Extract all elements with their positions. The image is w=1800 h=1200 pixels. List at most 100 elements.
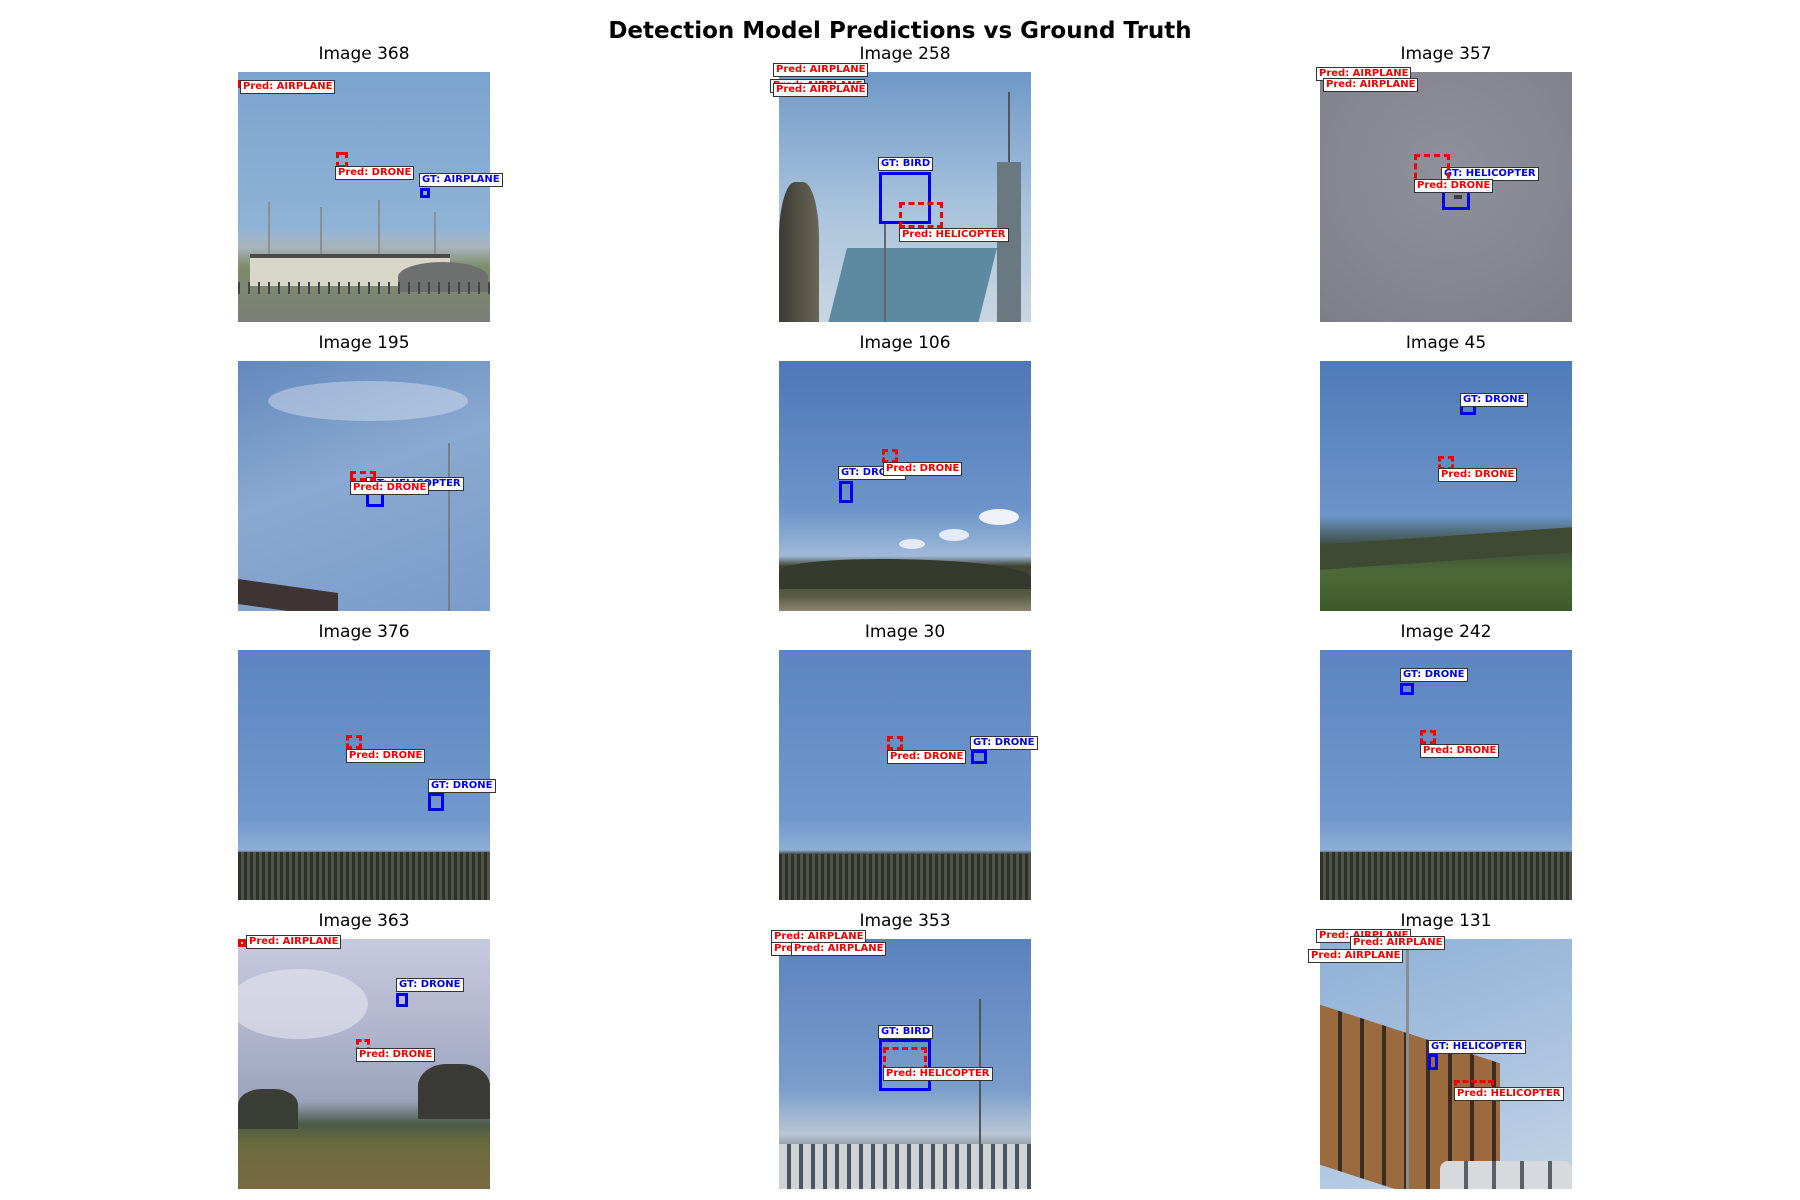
pred-label: Pred: DRONE: [887, 750, 967, 764]
pred-box: [882, 449, 898, 463]
treeline: [779, 559, 1031, 589]
treeline: [238, 852, 490, 900]
panel-title: Image 376: [318, 622, 410, 642]
roof: [238, 578, 338, 611]
cloud: [939, 529, 969, 541]
mast: [979, 999, 981, 1189]
panel-title: Image 368: [318, 44, 410, 64]
panel-title: Image 353: [859, 911, 951, 931]
helicopter-speck: [1454, 195, 1462, 199]
scene-background: [238, 72, 490, 322]
pred-label: Pred: HELICOPTER: [1454, 1087, 1564, 1101]
light-pole: [320, 207, 322, 257]
cloud: [268, 381, 468, 421]
light-pole: [378, 200, 380, 258]
gt-label: GT: BIRD: [878, 157, 934, 171]
cloud: [238, 969, 368, 1039]
scene-background: [1320, 361, 1572, 611]
antenna: [448, 443, 450, 611]
gt-box: [428, 793, 444, 811]
gt-box: [1400, 683, 1414, 695]
pred-label: Pred: AIRPLANE: [1323, 78, 1419, 92]
gt-label: GT: DRONE: [1460, 393, 1528, 407]
pred-label: Pred: DRONE: [883, 462, 963, 476]
light-pole: [268, 202, 270, 257]
pole: [884, 222, 886, 322]
scene-background: [779, 939, 1031, 1189]
pred-label: Pred: DRONE: [1420, 744, 1500, 758]
panel-title: Image 30: [864, 622, 946, 642]
pred-label: Pred: AIRPLANE: [1350, 936, 1446, 950]
gt-box: [971, 750, 987, 764]
panel-title: Image 195: [318, 333, 410, 353]
scene-background: [1320, 650, 1572, 900]
pred-label: Pred: DRONE: [356, 1048, 436, 1062]
panel-title: Image 363: [318, 911, 410, 931]
pred-box: [887, 736, 903, 750]
pred-box: [899, 202, 943, 228]
pred-label: Pred: HELICOPTER: [883, 1067, 993, 1081]
gt-label: GT: DRONE: [1400, 668, 1468, 682]
scene-background: [1320, 939, 1572, 1189]
pred-box: [238, 939, 246, 947]
cloud: [979, 509, 1019, 525]
gt-box: [1428, 1054, 1438, 1070]
pred-box: [1420, 730, 1436, 744]
scene-background: [1320, 72, 1572, 322]
tree: [779, 182, 819, 322]
harbour-buildings: [779, 1144, 1031, 1189]
image: GT: DRONE Pred: DRONE: [779, 361, 1031, 611]
tree-group: [418, 1064, 490, 1119]
image: Pred: AIRPLANE Pred: AIRPLANE Pred: AIRP…: [1308, 929, 1572, 1189]
tower: [997, 162, 1021, 322]
gt-label: GT: AIRPLANE: [419, 173, 503, 187]
antenna: [1008, 92, 1010, 162]
scene-background: [238, 939, 490, 1189]
gt-box: [396, 993, 408, 1007]
scene-background: [779, 72, 1031, 322]
scene-background: [779, 361, 1031, 611]
pred-label: Pred: AIRPLANE: [1308, 949, 1404, 963]
image: Pred: AIRPLANE Pred: AIRPLANE GT: HELICO…: [1316, 67, 1572, 322]
pred-label: Pred: DRONE: [1414, 179, 1494, 193]
pred-box: [350, 471, 376, 481]
hangar-roof: [827, 248, 997, 322]
panel-title: Image 131: [1400, 911, 1492, 931]
panel-title: Image 357: [1400, 44, 1492, 64]
treeline: [779, 854, 1031, 900]
cars: [1440, 1161, 1572, 1189]
image: Pred: AIRPLANE Pred: AIRPLANE Pred: AIRP…: [771, 930, 1031, 1189]
fence: [238, 282, 490, 294]
scene-background: [238, 650, 490, 900]
pred-label: Pred: HELICOPTER: [899, 228, 1009, 242]
pred-label: Pred: AIRPLANE: [773, 83, 869, 97]
gt-box: [420, 188, 430, 198]
gt-label: GT: DRONE: [396, 978, 464, 992]
gt-label: GT: HELICOPTER: [1428, 1040, 1526, 1054]
gt-box: [839, 481, 853, 503]
pred-label: Pred: AIRPLANE: [791, 942, 887, 956]
image: GT: HELICOPTER Pred: DRONE: [238, 361, 490, 611]
panel-title: Image 106: [859, 333, 951, 353]
pred-label: Pred: AIRPLANE: [240, 80, 336, 94]
treeline: [1320, 852, 1572, 900]
image: Pred: AIRPLANE GT: DRONE Pred: DRONE: [238, 935, 490, 1189]
image: GT: DRONE Pred: DRONE: [1320, 650, 1572, 900]
pred-label: Pred: AIRPLANE: [773, 63, 869, 77]
image: Pred: AIRPLANE Pred: DRONE GT: AIRPLANE: [238, 72, 503, 322]
gt-box: [879, 1039, 931, 1091]
pred-box: [346, 735, 362, 749]
image: GT: DRONE Pred: DRONE: [1320, 361, 1572, 611]
gt-label: GT: DRONE: [970, 736, 1038, 750]
light-pole: [434, 212, 436, 257]
street-pole: [1406, 939, 1409, 1189]
pred-label: Pred: DRONE: [346, 749, 426, 763]
panel-title: Image 45: [1405, 333, 1487, 353]
treeline: [1320, 527, 1572, 570]
pred-label: Pred: DRONE: [350, 481, 430, 495]
tree-group: [238, 1089, 298, 1129]
image: GT: DRONE Pred: DRONE: [779, 650, 1038, 900]
gt-label: GT: BIRD: [878, 1025, 934, 1039]
pred-label: Pred: DRONE: [335, 166, 415, 180]
scene-background: [779, 650, 1031, 900]
